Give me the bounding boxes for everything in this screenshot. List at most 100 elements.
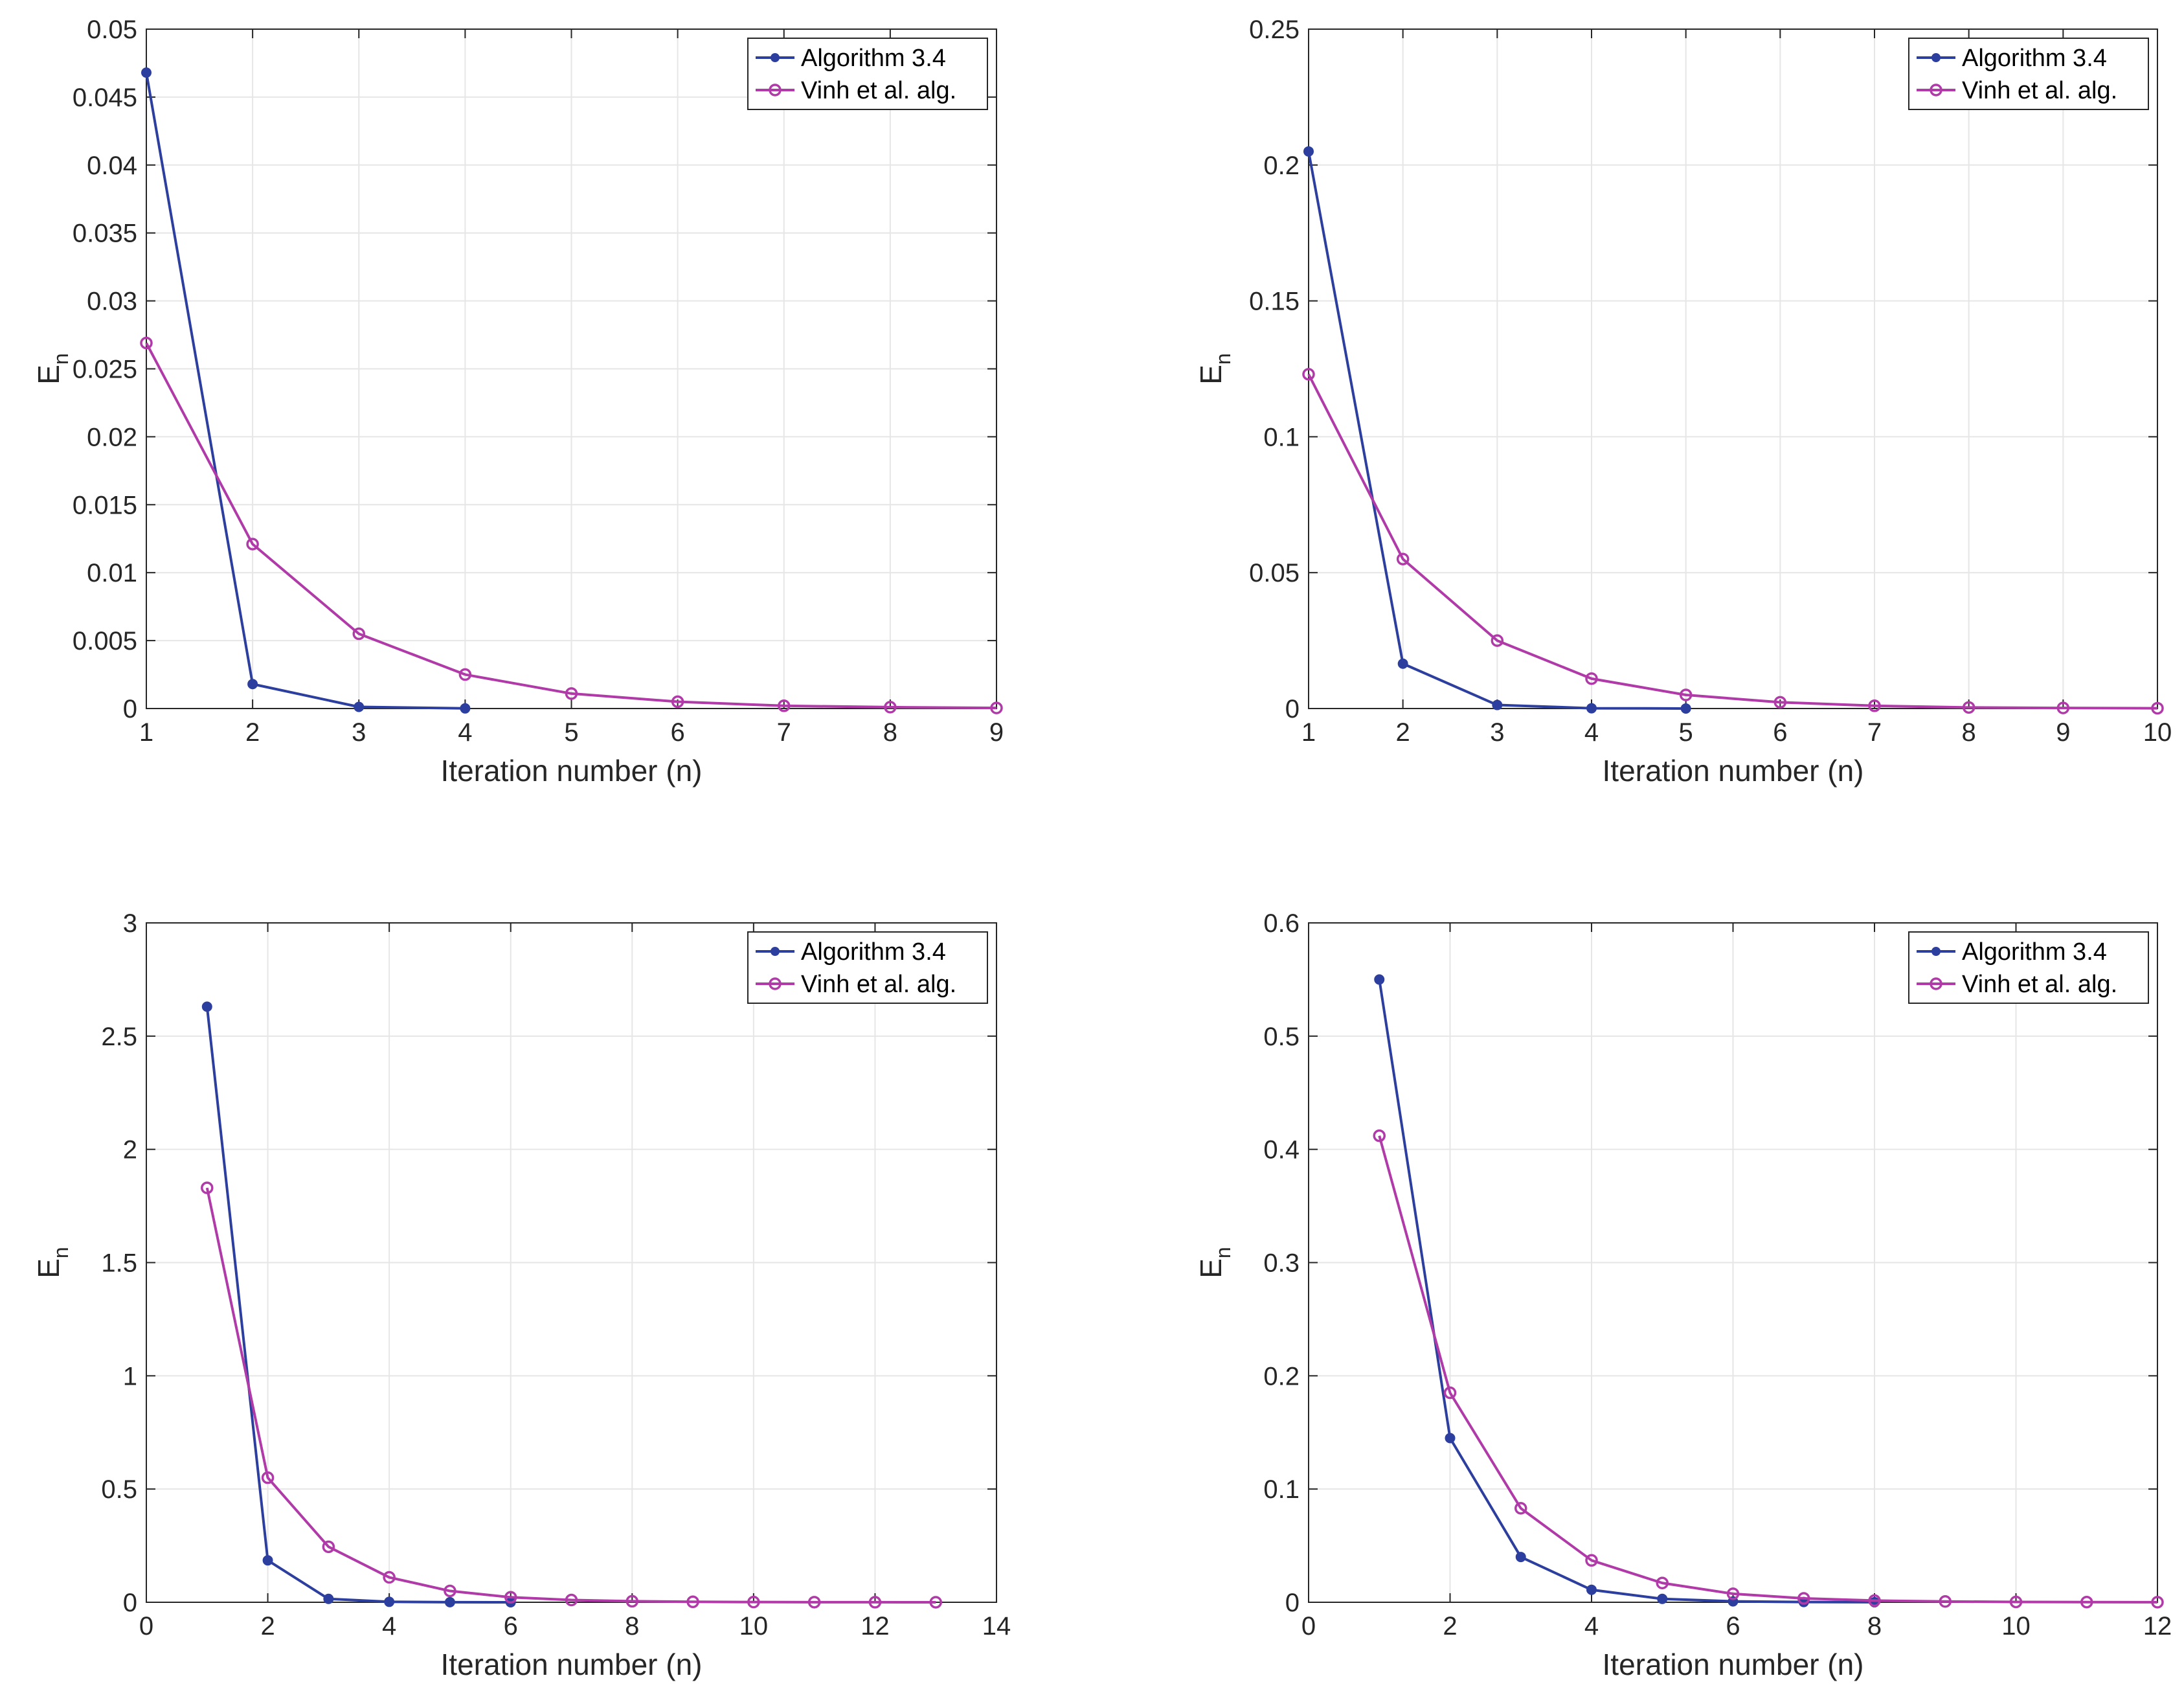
data-point-vinh-et-al: [1373, 1129, 1386, 1142]
data-point-vinh-et-al: [929, 1596, 942, 1609]
data-point-vinh-et-al: [504, 1591, 517, 1604]
x-tick-label: 8: [625, 1612, 639, 1640]
legend: Algorithm 3.4 Vinh et al. alg.: [747, 38, 988, 110]
series-line-algorithm-3-4: [145, 72, 466, 710]
data-point-algorithm-3-4: [247, 679, 258, 690]
y-axis-label: En: [32, 353, 73, 384]
data-point-vinh-et-al: [2080, 1596, 2093, 1609]
data-point-vinh-et-al: [1491, 634, 1504, 647]
chart-panel-1: 1 2 3 4 5 6 7 8 9 0 0.005 0.01 0.015 0.02 0.025 0.03 0.0…: [32, 16, 1004, 788]
y-tick-label: 0: [123, 1589, 137, 1617]
series-line-vinh-et-al: [1378, 1135, 2158, 1604]
y-tick-label: 0.01: [87, 559, 137, 587]
data-point-vinh-et-al: [352, 627, 365, 641]
y-tick-label: 0: [1285, 1589, 1300, 1617]
chart-panel-4: 0 2 4 6 8 10 12 0 0.1 0.2 0.3 0.4 0.5 0.6 Iteration nu…: [1194, 909, 2172, 1681]
y-axis-label-main: E: [32, 365, 65, 385]
x-tick-label: 10: [2143, 718, 2172, 747]
y-axis-label: En: [1194, 353, 1235, 384]
x-tick-label: 6: [504, 1612, 518, 1640]
data-point-vinh-et-al: [671, 695, 684, 709]
y-tick-label: 0: [1285, 695, 1300, 723]
x-axis-label: Iteration number (n): [441, 754, 703, 788]
data-point-vinh-et-al: [1585, 1554, 1598, 1567]
data-point-vinh-et-al: [778, 699, 791, 712]
x-tick-label: 1: [139, 718, 153, 747]
legend-label: Vinh et al. alg.: [1962, 77, 2117, 104]
y-axis-label-main: E: [1194, 1258, 1228, 1278]
data-point-vinh-et-al: [747, 1595, 760, 1609]
data-point-vinh-et-al: [1868, 699, 1881, 712]
x-tick-label: 12: [861, 1612, 890, 1640]
x-tick-label: 5: [564, 718, 578, 747]
series-line-algorithm-3-4: [1378, 979, 1875, 1604]
data-point-vinh-et-al: [990, 701, 1003, 714]
y-tick-label: 0.03: [87, 288, 137, 316]
x-tick-label: 2: [1396, 718, 1410, 747]
legend-marker: [769, 84, 782, 96]
data-point-vinh-et-al: [565, 1593, 578, 1607]
data-point-vinh-et-al: [1962, 701, 1976, 714]
data-point-vinh-et-al: [458, 668, 472, 681]
x-tick-label: 5: [1679, 718, 1693, 747]
legend-label: Algorithm 3.4: [1962, 45, 2107, 72]
legend-box: [747, 38, 988, 110]
x-tick-label: 3: [352, 718, 366, 747]
x-tick-label: 2: [245, 718, 260, 747]
data-point-vinh-et-al: [1302, 368, 1315, 381]
x-tick-label: 8: [1867, 1612, 1882, 1640]
y-tick-label: 0.015: [73, 491, 137, 519]
legend-label: Vinh et al. alg.: [801, 77, 956, 104]
legend-label: Algorithm 3.4: [801, 45, 946, 72]
data-point-algorithm-3-4: [354, 701, 365, 712]
legend-box: [1908, 931, 2149, 1004]
x-tick-label: 10: [2001, 1612, 2031, 1640]
data-point-vinh-et-al: [565, 687, 578, 700]
y-tick-label: 0.2: [1263, 152, 1300, 180]
data-point-algorithm-3-4: [1303, 146, 1314, 157]
y-axis-label-subscript: n: [49, 353, 73, 365]
y-tick-label: 0.5: [101, 1475, 137, 1504]
y-tick-label: 0.045: [73, 84, 137, 112]
data-point-algorithm-3-4: [201, 1001, 212, 1012]
x-tick-label: 4: [1584, 1612, 1599, 1640]
x-axis-label: Iteration number (n): [1603, 1648, 1864, 1681]
y-tick-label: 1.5: [101, 1249, 137, 1278]
data-point-vinh-et-al: [1797, 1592, 1810, 1605]
x-tick-label: 12: [2143, 1612, 2172, 1640]
x-tick-label: 4: [382, 1612, 396, 1640]
series-line-vinh-et-al: [145, 342, 997, 710]
x-tick-label: 2: [260, 1612, 275, 1640]
chart-panel-3: 0 2 4 6 8 10 12 14 0 0.5 1 1.5 2 2.5 3 Iteration number…: [32, 909, 1011, 1681]
x-tick-label: 7: [777, 718, 791, 747]
y-axis-label-subscript: n: [1211, 1247, 1235, 1258]
y-tick-label: 0.5: [1263, 1023, 1300, 1051]
legend-marker: [1930, 977, 1942, 990]
x-axis-label: Iteration number (n): [1603, 754, 1864, 788]
data-point-vinh-et-al: [1514, 1502, 1527, 1515]
chart-panel-2: 1 2 3 4 5 6 7 8 9 10 0 0.05 0.1 0.15 0.2 0.25 Iteration …: [1194, 16, 2172, 788]
data-point-vinh-et-al: [1679, 688, 1693, 701]
data-point-vinh-et-al: [261, 1471, 275, 1484]
x-tick-label: 4: [1584, 718, 1599, 747]
legend-label: Algorithm 3.4: [801, 938, 946, 966]
y-tick-label: 2: [123, 1136, 137, 1164]
x-tick-label: 10: [739, 1612, 769, 1640]
y-axis-label-subscript: n: [49, 1247, 73, 1258]
y-axis-label-main: E: [32, 1258, 65, 1278]
data-point-algorithm-3-4: [262, 1555, 273, 1566]
y-tick-label: 0.025: [73, 356, 137, 384]
data-point-algorithm-3-4: [1492, 699, 1503, 710]
data-point-vinh-et-al: [322, 1540, 335, 1554]
legend-marker: [771, 947, 780, 956]
y-tick-label: 0.02: [87, 423, 137, 451]
legend: Algorithm 3.4 Vinh et al. alg.: [1908, 931, 2149, 1004]
data-point-vinh-et-al: [1726, 1587, 1740, 1600]
data-point-algorithm-3-4: [1586, 1584, 1597, 1595]
x-tick-label: 9: [2056, 718, 2070, 747]
data-point-vinh-et-al: [868, 1596, 882, 1609]
data-point-vinh-et-al: [625, 1595, 639, 1608]
y-axis-label-subscript: n: [1211, 353, 1235, 365]
y-tick-label: 1: [123, 1362, 137, 1390]
